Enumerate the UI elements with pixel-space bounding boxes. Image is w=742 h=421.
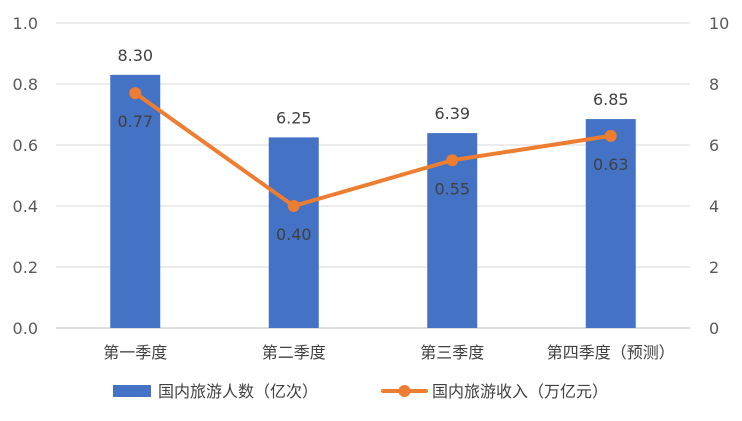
legend-layer: 国内旅游人数（亿次） 国内旅游收入（万亿元） — [113, 382, 608, 401]
right-axis-tick-label: 10 — [709, 14, 729, 33]
line-series — [133, 91, 613, 208]
line-data-label: 0.77 — [117, 112, 153, 131]
line-point — [604, 129, 617, 142]
labels-layer: 8.30 6.25 6.39 6.85 0.77 0.40 0.55 0.63 — [117, 46, 628, 244]
category-label: 第一季度 — [103, 343, 167, 362]
bar-data-label: 6.25 — [276, 108, 312, 127]
bars-layer — [110, 74, 636, 328]
left-axis-tick-label: 0.8 — [13, 75, 38, 94]
bar — [585, 119, 636, 328]
axes-layer: 0.0 0.2 0.4 0.6 0.8 1.0 0 2 4 6 8 10 第一季度 第二季度 第三季度 第四季… — [13, 14, 730, 362]
legend-bar-label: 国内旅游人数（亿次） — [158, 382, 318, 401]
left-axis-tick-label: 0.6 — [13, 136, 38, 155]
legend-bar-swatch — [113, 385, 151, 397]
line-data-label: 0.55 — [434, 179, 470, 198]
left-axis-tick-label: 1.0 — [13, 14, 38, 33]
right-axis-tick-label: 4 — [709, 197, 719, 216]
right-axis-tick-label: 0 — [709, 319, 719, 338]
right-axis-tick-label: 6 — [709, 136, 719, 155]
category-label: 第二季度 — [262, 343, 326, 362]
line-point — [287, 200, 300, 212]
bar — [268, 137, 319, 328]
category-label: 第四季度（预测） — [547, 343, 675, 362]
right-axis-tick-label: 8 — [709, 75, 719, 94]
left-axis-tick-label: 0.4 — [13, 197, 38, 216]
left-axis-tick-label: 0.0 — [13, 319, 38, 338]
bar-data-label: 6.85 — [593, 90, 629, 109]
legend-line-label: 国内旅游收入（万亿元） — [432, 382, 608, 401]
right-axis-tick-label: 2 — [709, 258, 719, 277]
grid-layer — [56, 22, 690, 329]
line-point — [446, 154, 459, 167]
line-data-label: 0.63 — [593, 155, 629, 174]
line-point — [129, 87, 142, 100]
bar-data-label: 6.39 — [434, 104, 470, 123]
line-layer — [129, 87, 617, 212]
legend-line-marker — [398, 385, 411, 397]
line-data-label: 0.40 — [276, 225, 312, 244]
category-label: 第三季度 — [420, 343, 484, 362]
left-axis-tick-label: 0.2 — [13, 258, 38, 277]
bar-data-label: 8.30 — [117, 46, 153, 65]
bar — [110, 74, 161, 328]
